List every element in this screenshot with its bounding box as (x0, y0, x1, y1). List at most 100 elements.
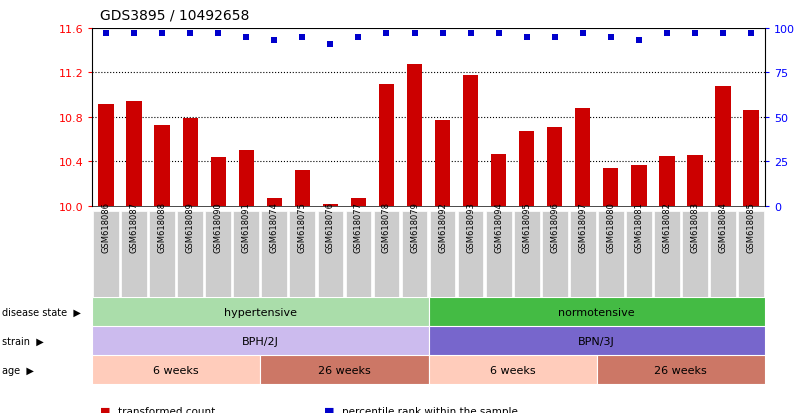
Bar (463, 76, 478, 206)
Point (436, 31, 449, 38)
Bar (99, 104, 114, 206)
Point (660, 31, 673, 38)
Point (464, 31, 477, 38)
Bar (211, 158, 226, 206)
Point (745, 31, 758, 38)
FancyBboxPatch shape (92, 355, 260, 384)
FancyBboxPatch shape (429, 212, 456, 297)
FancyBboxPatch shape (626, 212, 652, 297)
Text: disease state  ▶: disease state ▶ (2, 307, 80, 317)
Point (296, 35, 309, 41)
FancyBboxPatch shape (149, 212, 175, 297)
Point (717, 31, 730, 38)
Bar (603, 169, 618, 206)
Text: GSM618093: GSM618093 (466, 201, 475, 252)
FancyBboxPatch shape (485, 212, 512, 297)
Point (352, 35, 365, 41)
Point (408, 31, 421, 38)
Text: 6 weeks: 6 weeks (490, 365, 535, 375)
FancyBboxPatch shape (513, 212, 540, 297)
Text: 26 weeks: 26 weeks (318, 365, 371, 375)
FancyBboxPatch shape (177, 212, 203, 297)
Text: normotensive: normotensive (558, 307, 635, 317)
Point (548, 35, 561, 41)
Text: GSM618077: GSM618077 (354, 201, 363, 252)
Bar (379, 84, 394, 206)
Text: ■: ■ (100, 406, 111, 413)
Text: GSM618074: GSM618074 (270, 201, 279, 252)
FancyBboxPatch shape (260, 355, 429, 384)
Text: GSM618089: GSM618089 (186, 201, 195, 252)
FancyBboxPatch shape (317, 212, 344, 297)
FancyBboxPatch shape (429, 355, 597, 384)
FancyBboxPatch shape (92, 297, 429, 326)
Text: GDS3895 / 10492658: GDS3895 / 10492658 (100, 9, 249, 23)
Point (688, 31, 702, 38)
Point (380, 31, 392, 38)
Text: ■: ■ (324, 406, 335, 413)
Text: 26 weeks: 26 weeks (654, 365, 707, 375)
Text: GSM618088: GSM618088 (158, 201, 167, 252)
Point (633, 38, 646, 45)
Bar (491, 154, 506, 206)
Text: GSM618085: GSM618085 (747, 201, 755, 252)
Text: GSM618083: GSM618083 (690, 201, 699, 252)
FancyBboxPatch shape (205, 212, 231, 297)
Point (240, 35, 253, 41)
Point (576, 31, 589, 38)
Bar (267, 199, 282, 206)
Text: GSM618096: GSM618096 (550, 201, 559, 252)
Bar (715, 87, 731, 206)
Text: GSM618076: GSM618076 (326, 201, 335, 252)
Text: age  ▶: age ▶ (2, 365, 34, 375)
Text: GSM618092: GSM618092 (438, 201, 447, 252)
Text: GSM618094: GSM618094 (494, 201, 503, 252)
Text: GSM618081: GSM618081 (634, 201, 643, 252)
FancyBboxPatch shape (570, 212, 596, 297)
Bar (435, 121, 450, 206)
FancyBboxPatch shape (598, 212, 624, 297)
Bar (575, 109, 590, 206)
Text: GSM618082: GSM618082 (662, 201, 671, 252)
Bar (351, 199, 366, 206)
Bar (631, 166, 646, 206)
Text: BPN/3J: BPN/3J (578, 336, 615, 346)
FancyBboxPatch shape (289, 212, 316, 297)
FancyBboxPatch shape (541, 212, 568, 297)
FancyBboxPatch shape (682, 212, 708, 297)
Text: GSM618078: GSM618078 (382, 201, 391, 252)
Bar (547, 128, 562, 206)
Text: BPH/2J: BPH/2J (242, 336, 279, 346)
FancyBboxPatch shape (261, 212, 288, 297)
FancyBboxPatch shape (401, 212, 428, 297)
Bar (239, 151, 254, 206)
Point (324, 42, 336, 48)
Bar (519, 132, 534, 206)
FancyBboxPatch shape (597, 355, 765, 384)
FancyBboxPatch shape (121, 212, 147, 297)
Text: GSM618080: GSM618080 (606, 201, 615, 252)
Text: hypertensive: hypertensive (223, 307, 297, 317)
Point (268, 38, 280, 45)
Text: GSM618084: GSM618084 (718, 201, 727, 252)
Bar (155, 126, 170, 206)
Point (99, 31, 112, 38)
Text: GSM618075: GSM618075 (298, 201, 307, 252)
FancyBboxPatch shape (233, 212, 260, 297)
FancyBboxPatch shape (654, 212, 680, 297)
Point (128, 31, 141, 38)
FancyBboxPatch shape (93, 212, 119, 297)
FancyBboxPatch shape (92, 326, 429, 355)
Text: GSM618086: GSM618086 (102, 201, 111, 252)
Bar (743, 111, 759, 206)
Text: GSM618091: GSM618091 (242, 201, 251, 252)
FancyBboxPatch shape (710, 212, 736, 297)
Point (521, 35, 533, 41)
Text: GSM618095: GSM618095 (522, 201, 531, 252)
Text: GSM618090: GSM618090 (214, 201, 223, 252)
FancyBboxPatch shape (345, 212, 372, 297)
Point (604, 35, 617, 41)
Bar (295, 171, 310, 206)
Point (492, 31, 505, 38)
Point (155, 31, 168, 38)
